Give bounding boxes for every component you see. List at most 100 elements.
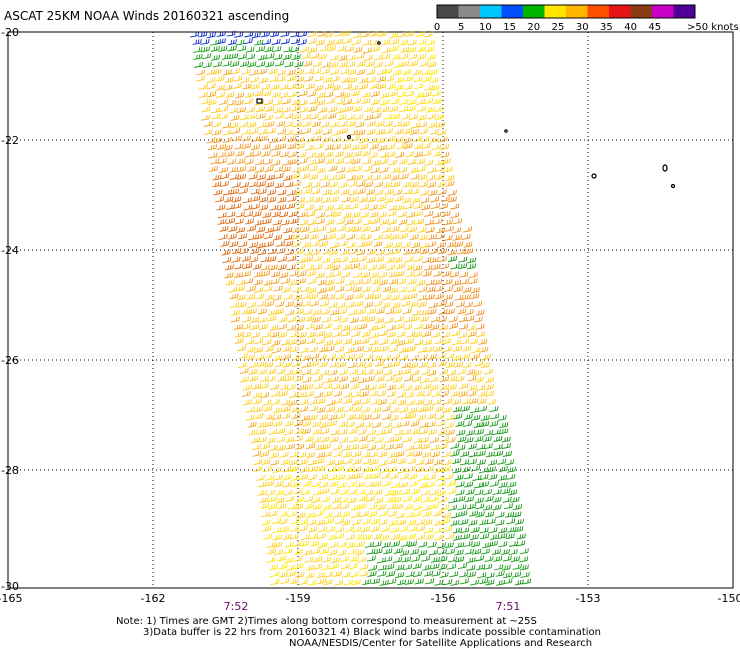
wind-barb	[397, 167, 408, 174]
wind-barb	[412, 384, 422, 391]
wind-barb	[482, 436, 492, 443]
wind-barb	[427, 362, 437, 369]
wind-barb	[333, 398, 343, 405]
wind-barb	[443, 166, 454, 173]
wind-barb	[369, 324, 379, 331]
wind-barb	[251, 437, 261, 444]
wind-barb	[321, 564, 331, 571]
wind-barb	[273, 107, 284, 114]
wind-barb	[375, 120, 385, 127]
wind-barb	[360, 526, 370, 533]
wind-barb	[335, 346, 345, 353]
latitude-labels: -20 -22 -24 -26 -28 -30	[1, 26, 19, 593]
wind-barb	[242, 197, 252, 204]
wind-barb	[250, 203, 260, 210]
colorbar-swatch	[544, 5, 567, 18]
wind-barb	[267, 189, 277, 196]
wind-barb	[494, 450, 504, 457]
wind-barb	[427, 61, 437, 68]
wind-barb	[389, 278, 399, 285]
wind-barb	[262, 38, 272, 45]
wind-barb	[324, 272, 334, 279]
wind-barb	[268, 137, 278, 144]
wind-barb	[374, 369, 384, 376]
wind-barb	[503, 572, 513, 579]
wind-barb	[386, 384, 396, 391]
wind-speed-colorbar: 0 5 10 15 20 25 30 35 40 45 >50 knots	[434, 4, 739, 33]
wind-barb	[336, 233, 346, 240]
map-title: ASCAT 25KM NOAA Winds 20160321 ascending	[4, 9, 290, 23]
wind-barb	[343, 391, 353, 398]
wind-barb	[241, 331, 251, 338]
wind-barb	[430, 203, 441, 210]
colorbar-swatch	[652, 5, 674, 18]
wind-barb	[206, 77, 216, 84]
wind-barb	[443, 579, 453, 586]
wind-barb	[210, 158, 220, 165]
wind-barb	[426, 113, 437, 120]
wind-barb	[371, 218, 381, 225]
wind-barb	[355, 121, 365, 128]
wind-barb	[387, 218, 397, 225]
wind-barb	[439, 203, 449, 210]
wind-barb	[471, 541, 481, 548]
wind-barb	[485, 451, 495, 458]
wind-barb	[355, 549, 365, 556]
wind-barb	[274, 308, 284, 315]
wind-barb	[378, 330, 388, 337]
wind-barb	[506, 466, 516, 473]
wind-barb	[437, 548, 447, 555]
wind-barb	[429, 376, 439, 383]
wind-barb	[301, 113, 311, 120]
wind-barb	[398, 354, 408, 361]
wind-barb	[270, 331, 280, 338]
colorbar-swatch	[673, 5, 696, 18]
wind-barb	[452, 354, 462, 361]
wind-barb	[238, 233, 248, 240]
wind-barb	[435, 159, 445, 166]
wind-barb	[287, 91, 297, 98]
wind-barb	[219, 180, 229, 187]
wind-barb	[427, 428, 438, 435]
wind-barb	[501, 436, 511, 443]
wind-barb	[236, 158, 246, 165]
wind-barb	[261, 143, 271, 150]
wind-barb	[285, 443, 296, 450]
wind-barb	[395, 383, 405, 390]
wind-barb	[405, 392, 415, 399]
wind-barb	[334, 406, 344, 413]
wind-barb	[369, 459, 379, 466]
wind-barb	[316, 92, 326, 99]
wind-barb	[412, 510, 422, 517]
wind-barb	[255, 474, 265, 481]
wind-barb	[252, 383, 262, 390]
wind-barb	[303, 75, 313, 82]
wind-barb	[269, 452, 279, 459]
wind-barb	[368, 511, 378, 518]
wind-barb	[366, 76, 376, 83]
wind-barb	[458, 323, 469, 330]
wind-barbs-swath	[190, 30, 532, 586]
wind-barb	[425, 293, 435, 300]
wind-barb	[392, 69, 402, 76]
wind-barb	[315, 444, 325, 451]
wind-barb	[434, 579, 444, 586]
wind-barb	[427, 353, 437, 360]
wind-barb	[410, 122, 421, 129]
wind-barb	[390, 406, 400, 413]
wind-barb	[257, 188, 267, 195]
wind-barb	[343, 338, 353, 345]
wind-barb	[328, 165, 338, 172]
wind-barb	[484, 495, 494, 502]
wind-barb	[230, 188, 240, 195]
wind-barb	[410, 315, 420, 322]
wind-barb	[406, 219, 416, 226]
wind-barb	[410, 555, 420, 562]
wind-barb	[345, 285, 355, 292]
wind-barb	[362, 174, 372, 181]
wind-barb	[376, 429, 386, 436]
wind-barb	[316, 533, 326, 540]
wind-barb	[198, 31, 208, 38]
wind-barb	[255, 293, 265, 300]
wind-barb	[400, 294, 410, 301]
